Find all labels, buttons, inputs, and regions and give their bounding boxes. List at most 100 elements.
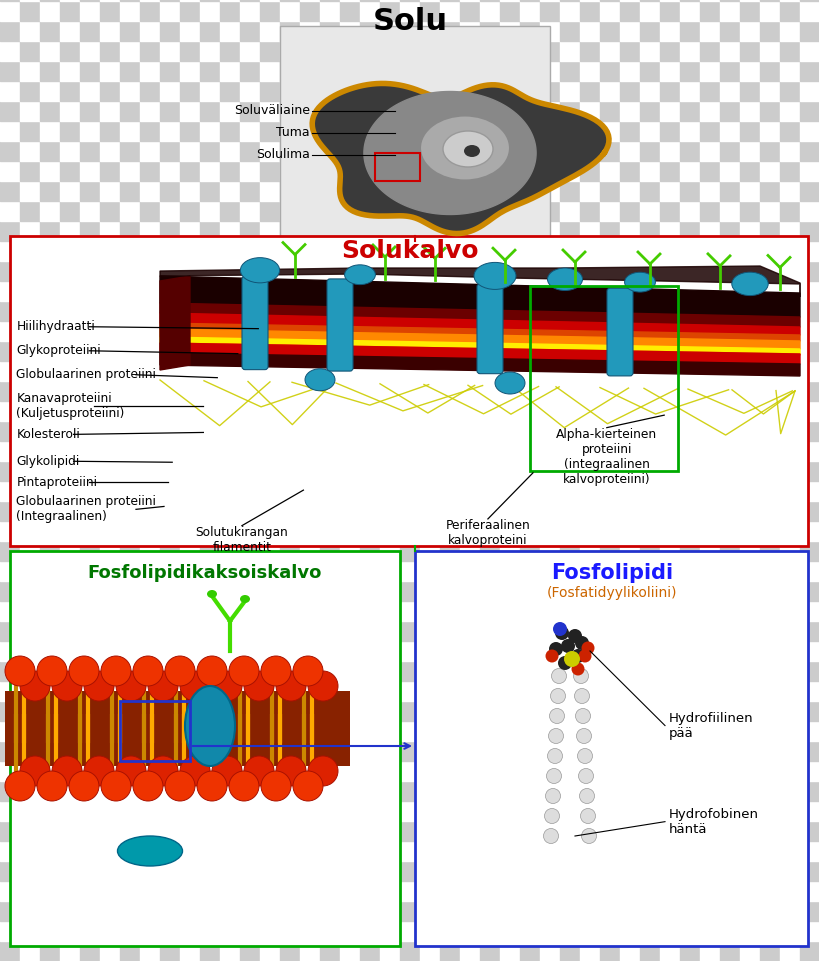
Bar xyxy=(540,61,559,81)
Bar xyxy=(260,181,279,201)
Bar xyxy=(719,281,739,301)
Bar xyxy=(559,461,579,481)
Bar xyxy=(600,201,619,221)
Bar xyxy=(459,861,479,881)
Bar xyxy=(540,661,559,681)
Bar xyxy=(200,361,219,381)
Bar xyxy=(699,741,719,761)
Bar xyxy=(340,541,360,561)
Bar xyxy=(739,401,759,421)
Bar xyxy=(300,801,319,821)
Bar xyxy=(180,141,200,161)
Bar xyxy=(659,281,679,301)
Bar xyxy=(500,221,519,241)
Bar xyxy=(779,881,799,901)
Ellipse shape xyxy=(20,756,50,786)
Bar xyxy=(559,121,579,141)
Bar xyxy=(659,41,679,61)
Bar xyxy=(120,61,140,81)
Bar xyxy=(440,341,459,361)
Bar xyxy=(180,781,200,801)
Bar xyxy=(60,781,80,801)
Bar xyxy=(80,861,100,881)
Bar xyxy=(120,281,140,301)
Bar xyxy=(60,21,80,41)
Bar xyxy=(699,501,719,521)
Ellipse shape xyxy=(180,756,210,786)
Bar xyxy=(679,561,699,581)
Bar xyxy=(679,641,699,661)
Bar xyxy=(379,921,400,941)
Bar xyxy=(300,701,319,721)
Bar xyxy=(779,901,799,921)
Ellipse shape xyxy=(229,771,259,801)
Bar xyxy=(600,321,619,341)
Bar xyxy=(60,641,80,661)
Bar xyxy=(100,261,120,281)
Bar xyxy=(699,221,719,241)
Bar xyxy=(219,681,240,701)
Bar xyxy=(100,761,120,781)
Bar xyxy=(319,161,340,181)
Bar xyxy=(559,741,579,761)
Bar xyxy=(419,661,440,681)
Bar xyxy=(340,581,360,601)
Bar xyxy=(479,201,500,221)
Bar xyxy=(240,101,260,121)
Bar xyxy=(779,701,799,721)
Bar xyxy=(659,681,679,701)
Text: Soluväliaine: Soluväliaine xyxy=(233,104,310,117)
Bar xyxy=(639,641,659,661)
Bar xyxy=(319,661,340,681)
Bar xyxy=(419,861,440,881)
Bar xyxy=(219,401,240,421)
Bar xyxy=(639,521,659,541)
Bar xyxy=(500,321,519,341)
Bar xyxy=(639,721,659,741)
Bar xyxy=(759,841,779,861)
Bar xyxy=(40,581,60,601)
Bar xyxy=(579,301,600,321)
Bar xyxy=(779,681,799,701)
Bar xyxy=(799,701,819,721)
Bar xyxy=(600,761,619,781)
Bar xyxy=(300,641,319,661)
Bar xyxy=(40,281,60,301)
Text: Tuma: Tuma xyxy=(276,126,310,139)
Bar xyxy=(519,601,540,621)
Bar xyxy=(140,541,160,561)
Bar xyxy=(739,201,759,221)
Bar xyxy=(180,1,200,21)
Bar xyxy=(340,301,360,321)
Bar xyxy=(699,901,719,921)
Bar xyxy=(619,541,639,561)
Bar xyxy=(60,341,80,361)
Polygon shape xyxy=(160,343,799,364)
Bar xyxy=(459,921,479,941)
Bar xyxy=(219,41,240,61)
Bar xyxy=(140,521,160,541)
Bar xyxy=(579,801,600,821)
Bar xyxy=(779,841,799,861)
Bar xyxy=(739,421,759,441)
Ellipse shape xyxy=(464,145,479,157)
Bar xyxy=(440,121,459,141)
Bar xyxy=(479,781,500,801)
Bar xyxy=(200,901,219,921)
Bar xyxy=(440,521,459,541)
Bar xyxy=(379,61,400,81)
Bar xyxy=(120,741,140,761)
Bar xyxy=(419,941,440,961)
Bar xyxy=(400,261,419,281)
Bar xyxy=(140,1,160,21)
Bar xyxy=(459,681,479,701)
Bar xyxy=(719,601,739,621)
Bar xyxy=(360,281,379,301)
Bar xyxy=(540,461,559,481)
Bar xyxy=(180,921,200,941)
Bar xyxy=(0,921,20,941)
Bar xyxy=(459,321,479,341)
Ellipse shape xyxy=(147,756,178,786)
Bar xyxy=(799,501,819,521)
Ellipse shape xyxy=(557,656,572,670)
